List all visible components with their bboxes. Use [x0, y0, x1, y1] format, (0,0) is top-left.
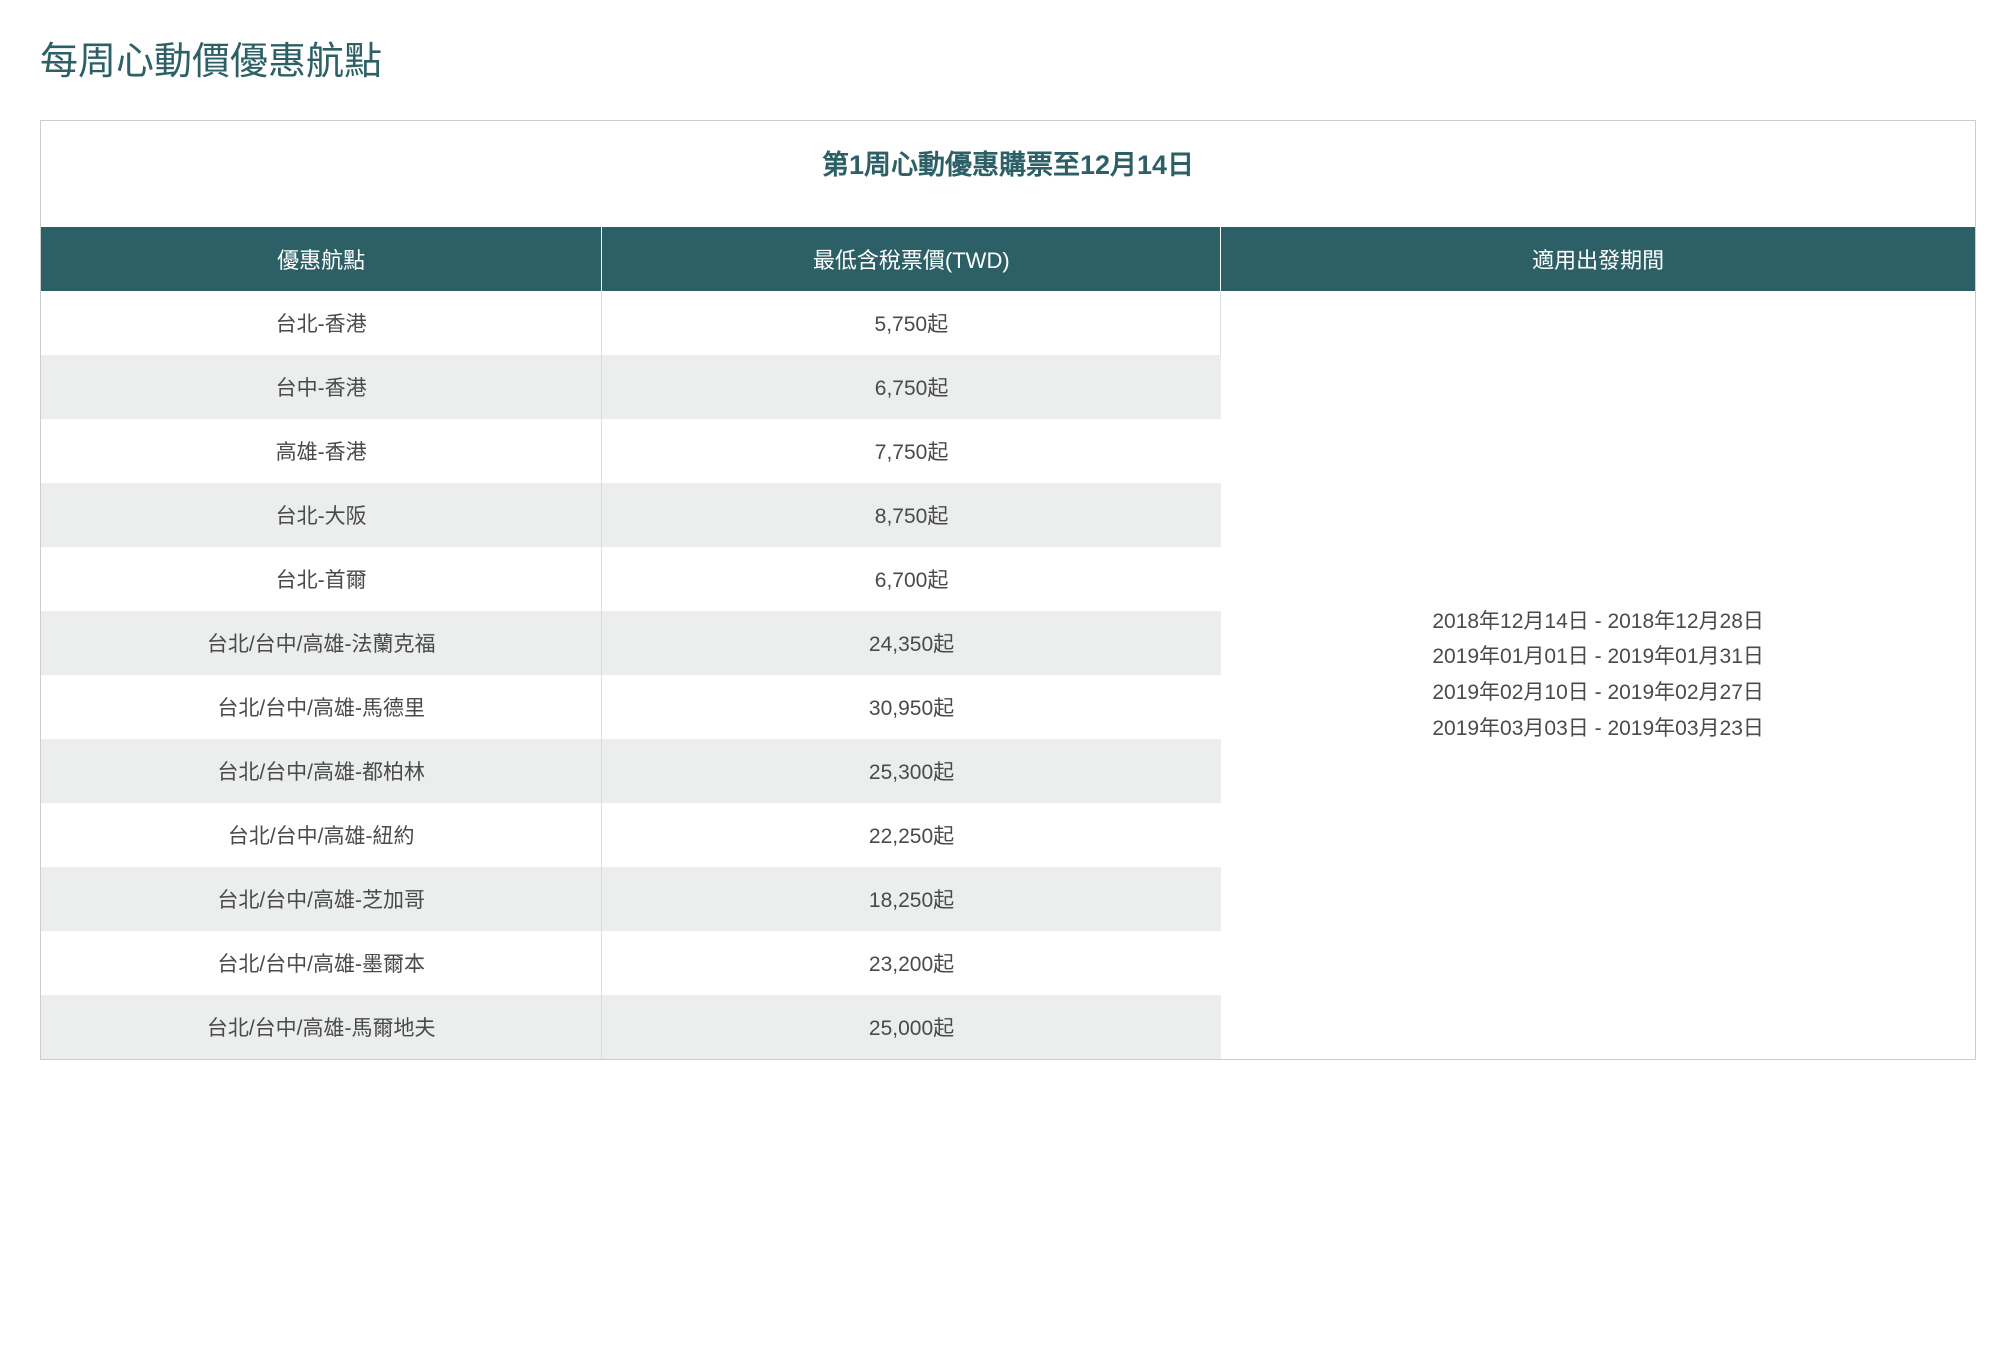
route-cell: 高雄-香港	[41, 419, 602, 483]
column-header-route: 優惠航點	[41, 227, 602, 291]
period-cell: 2018年12月14日 - 2018年12月28日2019年01月01日 - 2…	[1221, 291, 1975, 1059]
period-line: 2019年03月03日 - 2019年03月23日	[1231, 711, 1965, 747]
price-cell: 23,200起	[602, 931, 1221, 995]
route-cell: 台北-大阪	[41, 483, 602, 547]
route-cell: 台北/台中/高雄-紐約	[41, 803, 602, 867]
price-cell: 8,750起	[602, 483, 1221, 547]
price-cell: 25,000起	[602, 995, 1221, 1059]
price-cell: 18,250起	[602, 867, 1221, 931]
route-cell: 台中-香港	[41, 355, 602, 419]
route-cell: 台北-首爾	[41, 547, 602, 611]
route-cell: 台北/台中/高雄-都柏林	[41, 739, 602, 803]
page-title: 每周心動價優惠航點	[40, 30, 1976, 85]
price-cell: 25,300起	[602, 739, 1221, 803]
table-title: 第1周心動優惠購票至12月14日	[822, 150, 1194, 180]
price-cell: 7,750起	[602, 419, 1221, 483]
route-cell: 台北/台中/高雄-馬爾地夫	[41, 995, 602, 1059]
route-cell: 台北/台中/高雄-法蘭克福	[41, 611, 602, 675]
fare-table-wrapper: 第1周心動優惠購票至12月14日 優惠航點 最低含稅票價(TWD) 適用出發期間…	[40, 120, 1976, 1060]
route-cell: 台北-香港	[41, 291, 602, 355]
table-header-row: 優惠航點 最低含稅票價(TWD) 適用出發期間	[41, 227, 1975, 291]
period-line: 2019年01月01日 - 2019年01月31日	[1231, 639, 1965, 675]
price-cell: 22,250起	[602, 803, 1221, 867]
route-cell: 台北/台中/高雄-芝加哥	[41, 867, 602, 931]
fare-table-body: 台北-香港5,750起2018年12月14日 - 2018年12月28日2019…	[41, 291, 1975, 1059]
price-cell: 5,750起	[602, 291, 1221, 355]
column-header-price: 最低含稅票價(TWD)	[602, 227, 1221, 291]
table-row: 台北-香港5,750起2018年12月14日 - 2018年12月28日2019…	[41, 291, 1975, 355]
column-header-period: 適用出發期間	[1221, 227, 1975, 291]
table-title-wrap: 第1周心動優惠購票至12月14日	[41, 121, 1975, 227]
price-cell: 6,750起	[602, 355, 1221, 419]
route-cell: 台北/台中/高雄-墨爾本	[41, 931, 602, 995]
period-line: 2018年12月14日 - 2018年12月28日	[1231, 604, 1965, 640]
route-cell: 台北/台中/高雄-馬德里	[41, 675, 602, 739]
fare-table: 優惠航點 最低含稅票價(TWD) 適用出發期間 台北-香港5,750起2018年…	[41, 227, 1975, 1059]
price-cell: 30,950起	[602, 675, 1221, 739]
period-line: 2019年02月10日 - 2019年02月27日	[1231, 675, 1965, 711]
price-cell: 6,700起	[602, 547, 1221, 611]
price-cell: 24,350起	[602, 611, 1221, 675]
